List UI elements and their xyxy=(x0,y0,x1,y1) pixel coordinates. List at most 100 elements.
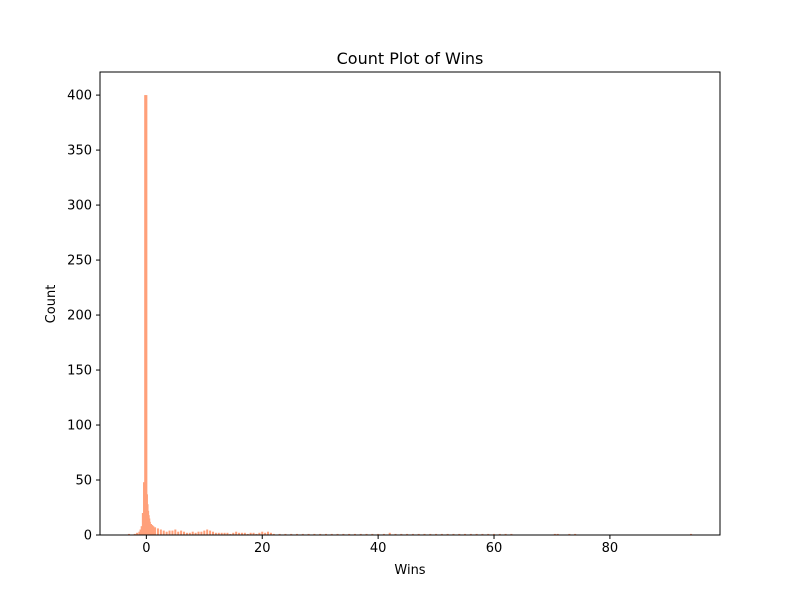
histogram-bar xyxy=(243,532,246,535)
y-tick-label: 0 xyxy=(84,529,92,544)
histogram-bar xyxy=(324,533,327,535)
histogram-bar xyxy=(301,533,304,535)
histogram-bar xyxy=(133,533,136,535)
histogram-bar xyxy=(487,533,490,535)
histogram-bar xyxy=(348,533,351,535)
histogram-bar xyxy=(240,532,243,535)
histogram-bar xyxy=(458,533,461,535)
histogram-bar xyxy=(284,533,287,535)
histogram-bar xyxy=(168,530,171,535)
histogram-bar xyxy=(162,530,165,535)
histogram-bar xyxy=(359,533,362,535)
histogram-bar xyxy=(220,532,223,535)
histogram-bar xyxy=(138,531,141,535)
histogram-bar xyxy=(319,533,322,535)
x-tick-label: 0 xyxy=(142,541,150,556)
histogram-bar xyxy=(553,533,556,535)
chart-title: Count Plot of Wins xyxy=(337,49,484,68)
histogram-bar xyxy=(226,532,229,535)
plot-frame xyxy=(99,71,721,536)
histogram-bar xyxy=(446,533,449,535)
histogram-bar xyxy=(388,532,391,535)
histogram-bar xyxy=(394,533,397,535)
histogram-bar xyxy=(498,533,501,535)
histogram-bar xyxy=(194,532,197,535)
histogram-bar xyxy=(330,533,333,535)
histogram-bar xyxy=(149,524,153,535)
histogram-bar xyxy=(504,533,507,535)
histogram-bar xyxy=(252,532,255,535)
histogram-bar xyxy=(185,532,188,535)
histogram-bar xyxy=(272,533,275,535)
histogram-bar xyxy=(377,533,380,535)
histogram-bar xyxy=(209,530,212,535)
y-tick-label: 200 xyxy=(67,309,92,324)
histogram-bar xyxy=(136,532,139,535)
histogram-bar xyxy=(246,533,249,535)
histogram-bar xyxy=(197,531,200,535)
histogram-bar xyxy=(139,529,142,535)
histogram-bar xyxy=(267,531,270,535)
histogram-bar xyxy=(269,532,272,535)
ticks-layer: 0 20 40 60 80 0 50 100 150 200 250 300 350 400 xyxy=(67,89,618,556)
y-tick-label: 300 xyxy=(67,199,92,214)
histogram-bar xyxy=(429,533,432,535)
histogram-bar xyxy=(145,95,148,535)
y-tick-label: 50 xyxy=(75,474,92,489)
histogram-bar xyxy=(400,533,403,535)
x-tick-label: 20 xyxy=(254,541,271,556)
histogram-bar xyxy=(435,533,438,535)
x-tick-label: 80 xyxy=(602,541,619,556)
histogram-bar xyxy=(411,533,414,535)
histogram-bar xyxy=(223,532,226,535)
histogram-bar xyxy=(152,526,155,535)
bars-layer xyxy=(127,95,693,535)
histogram-bar xyxy=(440,533,443,535)
y-tick-label: 250 xyxy=(67,254,92,269)
histogram-bar xyxy=(154,527,157,535)
histogram-bar xyxy=(159,529,162,535)
histogram-bar xyxy=(203,530,206,535)
histogram-bar xyxy=(174,529,177,535)
histogram-bar xyxy=(143,482,146,535)
histogram-bar xyxy=(141,513,144,535)
histogram-bar xyxy=(423,533,426,535)
x-tick-label: 60 xyxy=(486,541,503,556)
histogram-bar xyxy=(568,533,571,535)
histogram-bar xyxy=(353,533,356,535)
histogram-bar xyxy=(140,526,143,535)
histogram-bar xyxy=(464,533,467,535)
y-tick-label: 400 xyxy=(67,89,92,104)
histogram-bar xyxy=(180,530,183,535)
x-axis-label: Wins xyxy=(394,563,425,578)
histogram-bar xyxy=(342,533,345,535)
histogram-bar xyxy=(475,533,478,535)
histogram-bar xyxy=(382,533,385,535)
histogram-bar xyxy=(556,533,559,535)
histogram-bar xyxy=(183,531,186,535)
histogram-bar xyxy=(278,533,281,535)
histogram-bar xyxy=(481,533,484,535)
histogram-bar xyxy=(258,532,261,535)
histogram-bar xyxy=(307,533,310,535)
y-tick-label: 100 xyxy=(67,419,92,434)
histogram-bar xyxy=(188,532,191,535)
histogram-bar xyxy=(249,532,252,535)
histogram-bar xyxy=(417,533,420,535)
histogram-bar xyxy=(177,531,180,535)
histogram-bar xyxy=(510,533,513,535)
histogram-bar xyxy=(365,533,368,535)
histogram-bar xyxy=(217,532,220,535)
histogram-bar xyxy=(200,531,203,535)
y-tick-label: 350 xyxy=(67,144,92,159)
histogram-bar xyxy=(406,533,409,535)
histogram-bar xyxy=(151,525,154,535)
histogram-bar xyxy=(493,533,496,535)
histogram-bar xyxy=(148,521,151,535)
histogram-bar xyxy=(171,530,174,535)
histogram-bar xyxy=(469,533,472,535)
histogram-bar xyxy=(211,531,215,535)
histogram-bar xyxy=(290,533,293,535)
